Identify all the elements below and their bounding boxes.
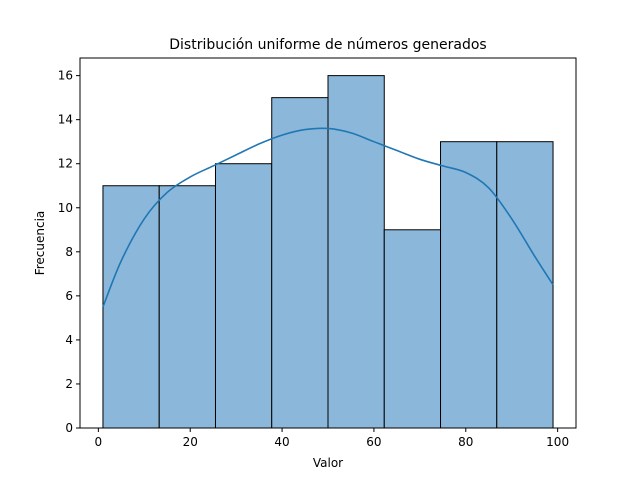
y-tick-label: 14	[58, 113, 73, 127]
histogram-bar	[496, 141, 554, 429]
histogram-bar	[102, 185, 160, 429]
y-axis-ticks: 0 2 4 6 8 10 12 14 16	[58, 69, 80, 435]
histogram-bar	[383, 229, 442, 429]
plot-frame	[79, 57, 577, 429]
histogram-bars	[102, 75, 554, 429]
x-tick-label: 40	[274, 435, 289, 449]
y-tick-label: 0	[65, 421, 73, 435]
x-tick-label: 60	[366, 435, 381, 449]
chart-title: Distribución uniforme de números generad…	[169, 37, 486, 53]
x-tick-label: 0	[95, 435, 103, 449]
y-tick-label: 8	[65, 245, 73, 259]
y-tick-label: 4	[65, 333, 73, 347]
x-tick-label: 80	[458, 435, 473, 449]
y-tick-label: 16	[58, 69, 73, 83]
kde-curve	[102, 127, 554, 308]
x-axis-ticks: 0 20 40 60 80 100	[95, 428, 569, 449]
y-axis-title: Frecuencia	[33, 211, 47, 276]
y-tick-label: 10	[58, 201, 73, 215]
histogram-bar	[327, 75, 385, 429]
histogram-bar	[440, 141, 498, 429]
x-tick-label: 20	[183, 435, 198, 449]
y-tick-label: 12	[58, 157, 73, 171]
x-tick-label: 100	[546, 435, 569, 449]
histogram-bar	[214, 163, 273, 429]
histogram-bar	[271, 97, 329, 429]
x-axis-title: Valor	[313, 456, 343, 470]
y-tick-label: 6	[65, 289, 73, 303]
histogram-bar	[158, 185, 216, 429]
y-tick-label: 2	[65, 377, 73, 391]
